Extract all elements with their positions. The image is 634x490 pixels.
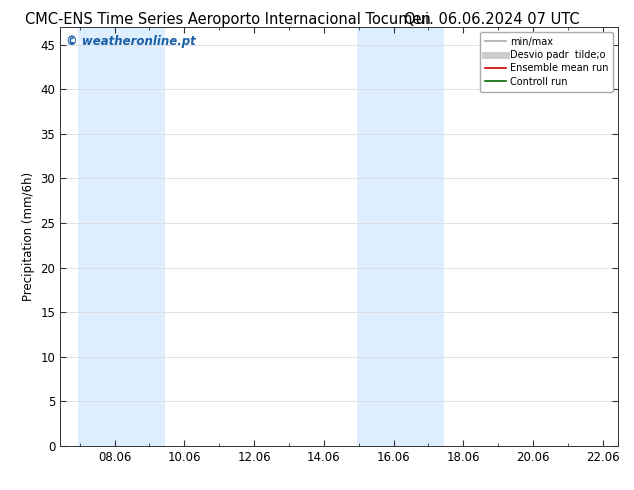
Bar [356,27,444,446]
Text: © weatheronline.pt: © weatheronline.pt [66,35,195,49]
Legend: min/max, Desvio padr  tilde;o, Ensemble mean run, Controll run: min/max, Desvio padr tilde;o, Ensemble m… [480,32,613,92]
Text: Qui. 06.06.2024 07 UTC: Qui. 06.06.2024 07 UTC [403,12,579,27]
Bar [78,27,165,446]
Text: CMC-ENS Time Series Aeroporto Internacional Tocumen: CMC-ENS Time Series Aeroporto Internacio… [25,12,431,27]
Y-axis label: Precipitation (mm/6h): Precipitation (mm/6h) [22,172,35,301]
